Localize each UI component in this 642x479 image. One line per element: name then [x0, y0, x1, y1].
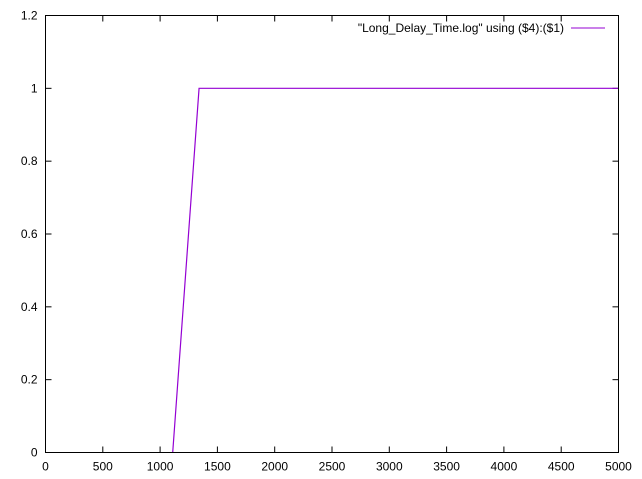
tick-labels: 0 500 1000 1500 2000 2500 3000 3500 4000 4500 5000…: [21, 9, 632, 474]
legend-label: "Long_Delay_Time.log" using ($4):($1): [358, 21, 564, 35]
x-tick-label: 0: [42, 460, 49, 474]
x-tick-label: 4500: [548, 460, 575, 474]
x-tick-label: 500: [93, 460, 113, 474]
x-tick-label: 2500: [319, 460, 346, 474]
x-tick-label: 2000: [261, 460, 288, 474]
y-tick-label: 1.2: [21, 9, 38, 23]
ticks-layer: [45, 15, 619, 453]
plot-frame: [45, 15, 619, 453]
x-tick-label: 1000: [147, 460, 174, 474]
y-tick-label: 0.6: [21, 227, 38, 241]
y-tick-label: 0.8: [21, 154, 38, 168]
y-tick-label: 0: [31, 446, 38, 460]
y-tick-label: 0.2: [21, 373, 38, 387]
legend: "Long_Delay_Time.log" using ($4):($1): [358, 21, 605, 35]
y-tick-label: 0.4: [21, 300, 38, 314]
y-tick-label: 1: [31, 81, 38, 95]
x-tick-label: 3000: [376, 460, 403, 474]
series-line: [172, 87, 619, 453]
x-tick-label: 4000: [491, 460, 518, 474]
x-tick-label: 5000: [605, 460, 632, 474]
x-tick-label: 1500: [204, 460, 231, 474]
x-tick-label: 3500: [433, 460, 460, 474]
series-layer: [172, 87, 619, 453]
